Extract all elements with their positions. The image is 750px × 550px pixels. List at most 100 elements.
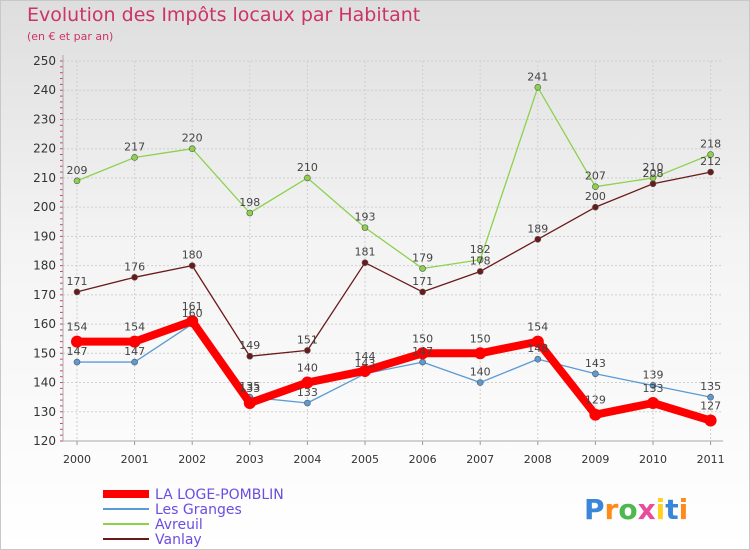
data-point bbox=[476, 379, 484, 386]
data-point bbox=[649, 174, 657, 182]
data-point bbox=[128, 335, 141, 348]
data-point bbox=[304, 174, 311, 182]
y-tick-label: 220 bbox=[33, 142, 56, 156]
chart-subtitle: (en € et par an) bbox=[27, 30, 114, 43]
data-label: 218 bbox=[700, 138, 721, 151]
data-label: 139 bbox=[643, 368, 664, 381]
series-la-loge-pomblin bbox=[71, 315, 717, 427]
data-point bbox=[304, 399, 311, 407]
series-line bbox=[76, 86, 712, 270]
data-label: 144 bbox=[355, 350, 376, 363]
data-label: 220 bbox=[182, 132, 203, 145]
data-label: 127 bbox=[700, 400, 721, 413]
data-point bbox=[534, 355, 542, 363]
y-tick-label: 250 bbox=[33, 54, 56, 68]
data-label: 178 bbox=[470, 254, 491, 267]
data-label: 182 bbox=[470, 243, 491, 256]
data-point bbox=[361, 224, 369, 231]
data-point bbox=[246, 352, 254, 360]
data-point bbox=[73, 358, 81, 366]
data-point bbox=[592, 203, 599, 211]
data-point bbox=[476, 256, 484, 264]
y-tick-label: 170 bbox=[33, 288, 56, 302]
x-tick-label: 2008 bbox=[524, 453, 552, 466]
data-label: 133 bbox=[297, 386, 318, 399]
data-point bbox=[361, 259, 369, 266]
data-label: 129 bbox=[585, 394, 606, 407]
data-label: 179 bbox=[412, 252, 433, 265]
data-point bbox=[531, 335, 544, 348]
legend-label: LA LOGE-POMBLIN bbox=[155, 487, 284, 503]
data-point bbox=[649, 180, 657, 188]
data-label: 143 bbox=[585, 357, 606, 370]
data-label: 133 bbox=[643, 382, 664, 395]
data-point bbox=[534, 236, 542, 243]
data-label: 180 bbox=[182, 249, 203, 262]
x-tick-label: 2004 bbox=[293, 453, 321, 466]
series-les-granges bbox=[73, 320, 714, 407]
x-tick-label: 2001 bbox=[121, 453, 149, 466]
data-point bbox=[704, 414, 717, 427]
x-tick-label: 2010 bbox=[639, 453, 667, 466]
data-label: 147 bbox=[67, 345, 88, 358]
data-label: 154 bbox=[67, 321, 88, 334]
data-point bbox=[707, 168, 714, 176]
data-point bbox=[476, 268, 484, 275]
legend-label: Les Granges bbox=[155, 502, 242, 518]
data-point bbox=[301, 376, 314, 389]
data-label: 210 bbox=[643, 161, 664, 174]
data-label: 140 bbox=[297, 362, 318, 375]
data-label: 212 bbox=[700, 155, 721, 168]
data-point bbox=[131, 274, 138, 281]
x-tick-label: 2009 bbox=[581, 453, 609, 466]
data-label: 150 bbox=[470, 332, 491, 345]
data-label: 200 bbox=[585, 190, 606, 203]
data-label: 208 bbox=[643, 167, 664, 180]
data-point bbox=[707, 393, 714, 401]
data-label: 143 bbox=[355, 357, 376, 370]
y-tick-label: 200 bbox=[33, 200, 56, 214]
data-label: 135 bbox=[239, 380, 260, 393]
series-line bbox=[76, 171, 712, 357]
legend-label: Avreuil bbox=[155, 517, 203, 533]
y-tick-label: 230 bbox=[33, 112, 56, 126]
data-label: 135 bbox=[700, 380, 721, 393]
data-label: 150 bbox=[412, 332, 433, 345]
y-tick-label: 130 bbox=[33, 405, 56, 419]
x-tick-label: 2007 bbox=[466, 453, 494, 466]
data-point bbox=[188, 262, 196, 269]
x-tick-label: 2002 bbox=[178, 453, 206, 466]
data-point bbox=[359, 364, 371, 377]
data-label: 209 bbox=[67, 164, 88, 177]
data-label: 217 bbox=[124, 140, 145, 153]
series-avreuil bbox=[73, 84, 714, 272]
data-point bbox=[73, 177, 81, 185]
data-label: 148 bbox=[527, 342, 548, 355]
data-point bbox=[243, 397, 256, 409]
data-label: 241 bbox=[527, 70, 548, 83]
y-tick-label: 210 bbox=[33, 171, 56, 185]
series-line bbox=[73, 317, 715, 425]
data-point bbox=[246, 209, 254, 217]
data-label: 161 bbox=[182, 300, 203, 313]
data-label: 149 bbox=[239, 339, 260, 352]
x-tick-label: 2005 bbox=[351, 453, 379, 466]
data-label: 171 bbox=[412, 275, 433, 288]
data-point bbox=[419, 288, 426, 296]
data-label: 154 bbox=[124, 321, 145, 334]
x-tick-label: 2011 bbox=[697, 453, 725, 466]
data-point bbox=[649, 382, 657, 389]
data-point bbox=[131, 358, 138, 366]
data-point bbox=[592, 370, 599, 378]
data-point bbox=[707, 151, 714, 158]
data-point bbox=[592, 183, 599, 190]
data-label: 140 bbox=[470, 366, 491, 379]
series-vanlay bbox=[73, 168, 714, 360]
x-tick-label: 2003 bbox=[236, 453, 264, 466]
data-label: 189 bbox=[527, 222, 548, 235]
y-tick-label: 180 bbox=[33, 259, 56, 273]
y-tick-label: 140 bbox=[33, 376, 56, 390]
data-point bbox=[73, 288, 81, 296]
grid bbox=[63, 60, 723, 442]
y-tick-label: 240 bbox=[33, 83, 56, 97]
